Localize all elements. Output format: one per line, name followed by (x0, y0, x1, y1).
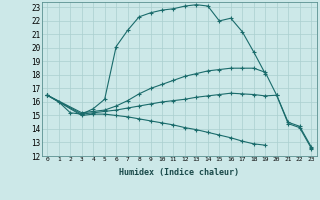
X-axis label: Humidex (Indice chaleur): Humidex (Indice chaleur) (119, 168, 239, 177)
